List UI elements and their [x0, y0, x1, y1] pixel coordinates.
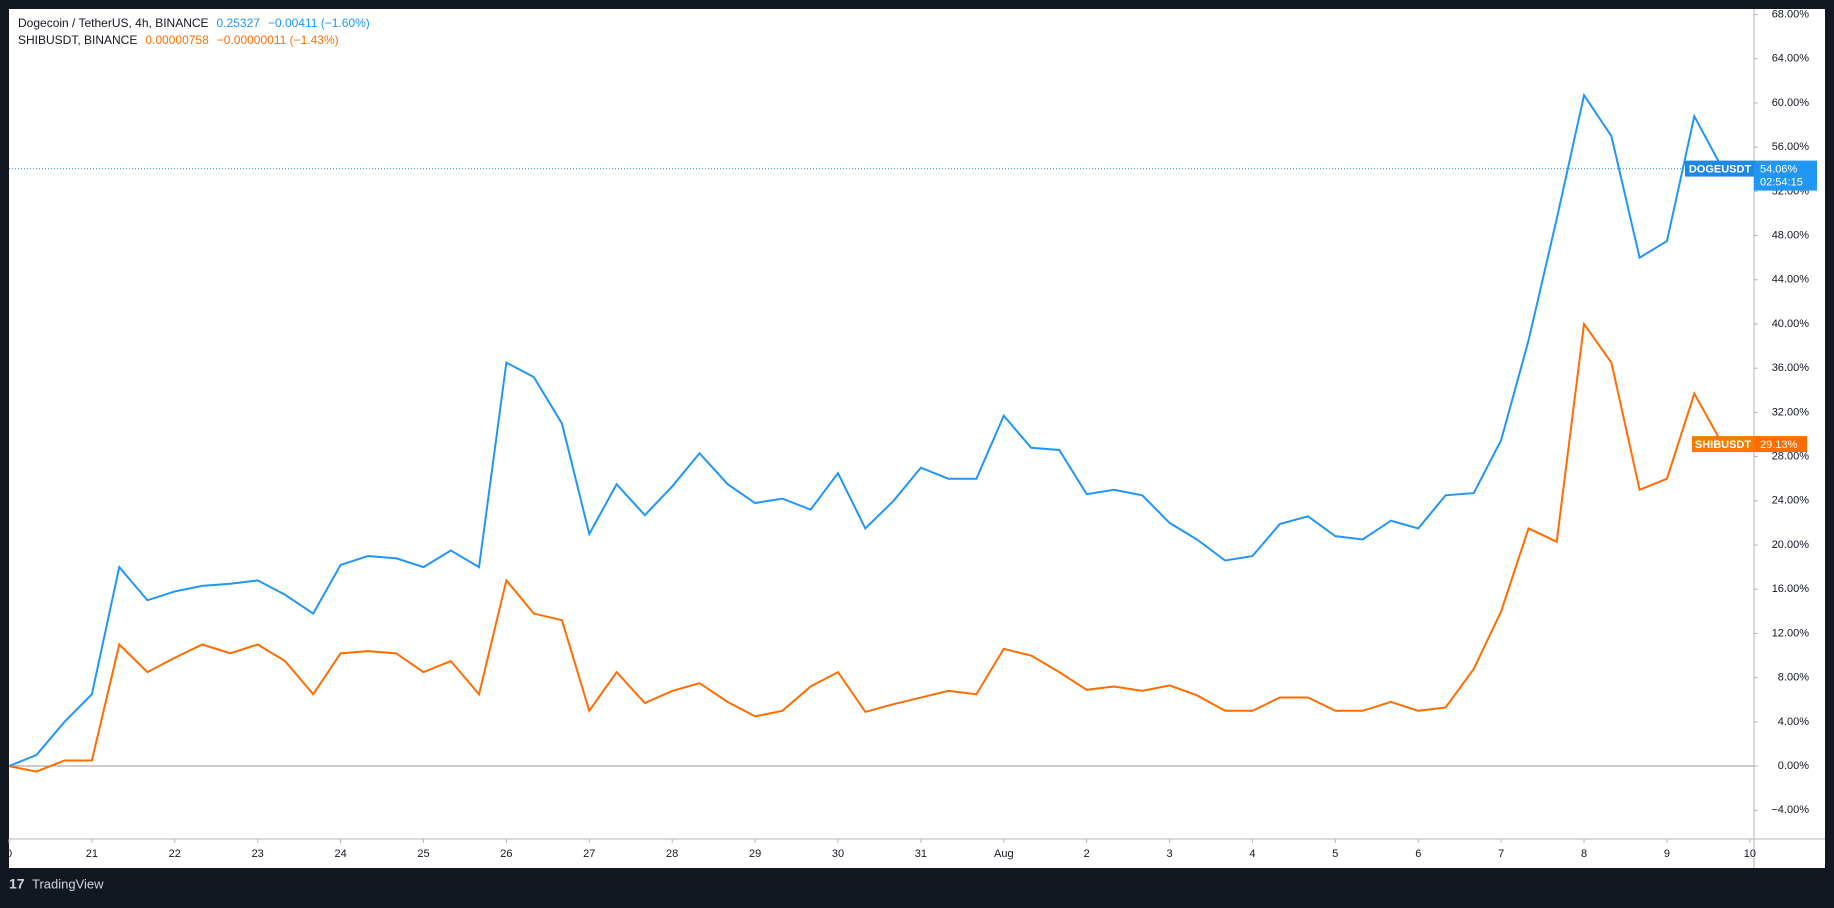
tag-name-box	[1692, 436, 1755, 453]
x-tick-label: 0	[6, 848, 12, 860]
y-tick-label: 60.00%	[1772, 97, 1810, 109]
x-tick-label: 29	[749, 848, 761, 860]
legend-entry: SHIBUSDT, BINANCE 0.00000758 −0.00000011 (…	[18, 33, 339, 47]
countdown: 02:54:15	[1760, 176, 1803, 188]
x-tick-label: 27	[583, 848, 595, 860]
price-tag: SHIBUSDT 29.13%	[1692, 436, 1807, 453]
x-tick-label: 9	[1664, 848, 1670, 860]
tag-name-box	[1685, 160, 1755, 177]
y-tick-label: 8.00%	[1778, 672, 1809, 684]
y-tick-label: 36.00%	[1772, 362, 1810, 374]
series-line	[9, 321, 1724, 773]
tag-value: 54.06%	[1760, 163, 1798, 175]
y-tick-label: 12.00%	[1772, 627, 1810, 639]
legend-entry: Dogecoin / TetherUS, 4h, BINANCE 0.25327−…	[18, 16, 370, 30]
legend-change: −0.00000011 (−1.43%)	[217, 33, 339, 47]
y-tick-label: 56.00%	[1772, 141, 1810, 153]
x-tick-label: 7	[1498, 848, 1504, 860]
price-tag: DOGEUSDT 54.06%02:54:15	[1685, 160, 1817, 191]
x-tick-label: 22	[169, 848, 181, 860]
x-tick-label: 23	[252, 848, 264, 860]
legend-name: SHIBUSDT, BINANCE	[18, 33, 137, 47]
x-tick-label: 24	[334, 848, 346, 860]
x-tick-label: 5	[1332, 848, 1338, 860]
x-tick-label: 10	[1744, 848, 1756, 860]
tag-value-box	[1754, 436, 1807, 453]
x-tick-label: 6	[1415, 848, 1421, 860]
logo-mark: 17	[9, 876, 25, 892]
y-tick-label: 68.00%	[1772, 8, 1810, 20]
y-tick-label: 16.00%	[1772, 583, 1810, 595]
y-tick-label: 4.00%	[1778, 716, 1809, 728]
y-tick-label: −4.00%	[1771, 804, 1809, 816]
tv-logo: 17 TradingView	[9, 876, 104, 892]
legend-price: 0.25327	[217, 16, 261, 30]
y-tick-label: 28.00%	[1772, 451, 1810, 463]
y-tick-label: 0.00%	[1778, 760, 1809, 772]
y-tick-label: 48.00%	[1772, 229, 1810, 241]
y-tick-label: 32.00%	[1772, 406, 1810, 418]
y-tick-label: 44.00%	[1772, 274, 1810, 286]
x-tick-label: 26	[500, 848, 512, 860]
tag-name: SHIBUSDT	[1695, 439, 1752, 451]
x-tick-label: 25	[417, 848, 429, 860]
brand: TradingView	[32, 876, 104, 891]
tag-value: 29.13%	[1760, 439, 1798, 451]
x-tick-label: 3	[1167, 848, 1173, 860]
x-tick-label: 21	[86, 848, 98, 860]
x-tick-label: 31	[915, 848, 927, 860]
y-tick-label: 20.00%	[1772, 539, 1810, 551]
y-tick-label: 40.00%	[1772, 318, 1810, 330]
y-tick-label: 24.00%	[1772, 495, 1810, 507]
x-tick-label: 28	[666, 848, 678, 860]
x-tick-label: Aug	[994, 848, 1014, 860]
x-tick-label: 4	[1249, 848, 1255, 860]
chart-panel	[9, 9, 1825, 868]
tag-value-box	[1754, 160, 1817, 191]
legend-change: −0.00411 (−1.60%)	[268, 16, 370, 30]
legend-name: Dogecoin / TetherUS, 4h, BINANCE	[18, 16, 209, 30]
x-tick-label: 8	[1581, 848, 1587, 860]
x-tick-label: 30	[832, 848, 844, 860]
legend-price: 0.00000758	[145, 33, 209, 47]
series-line	[9, 92, 1724, 767]
x-tick-label: 2	[1084, 848, 1090, 860]
y-tick-label: 64.00%	[1772, 53, 1810, 65]
tag-name: DOGEUSDT	[1689, 163, 1752, 175]
